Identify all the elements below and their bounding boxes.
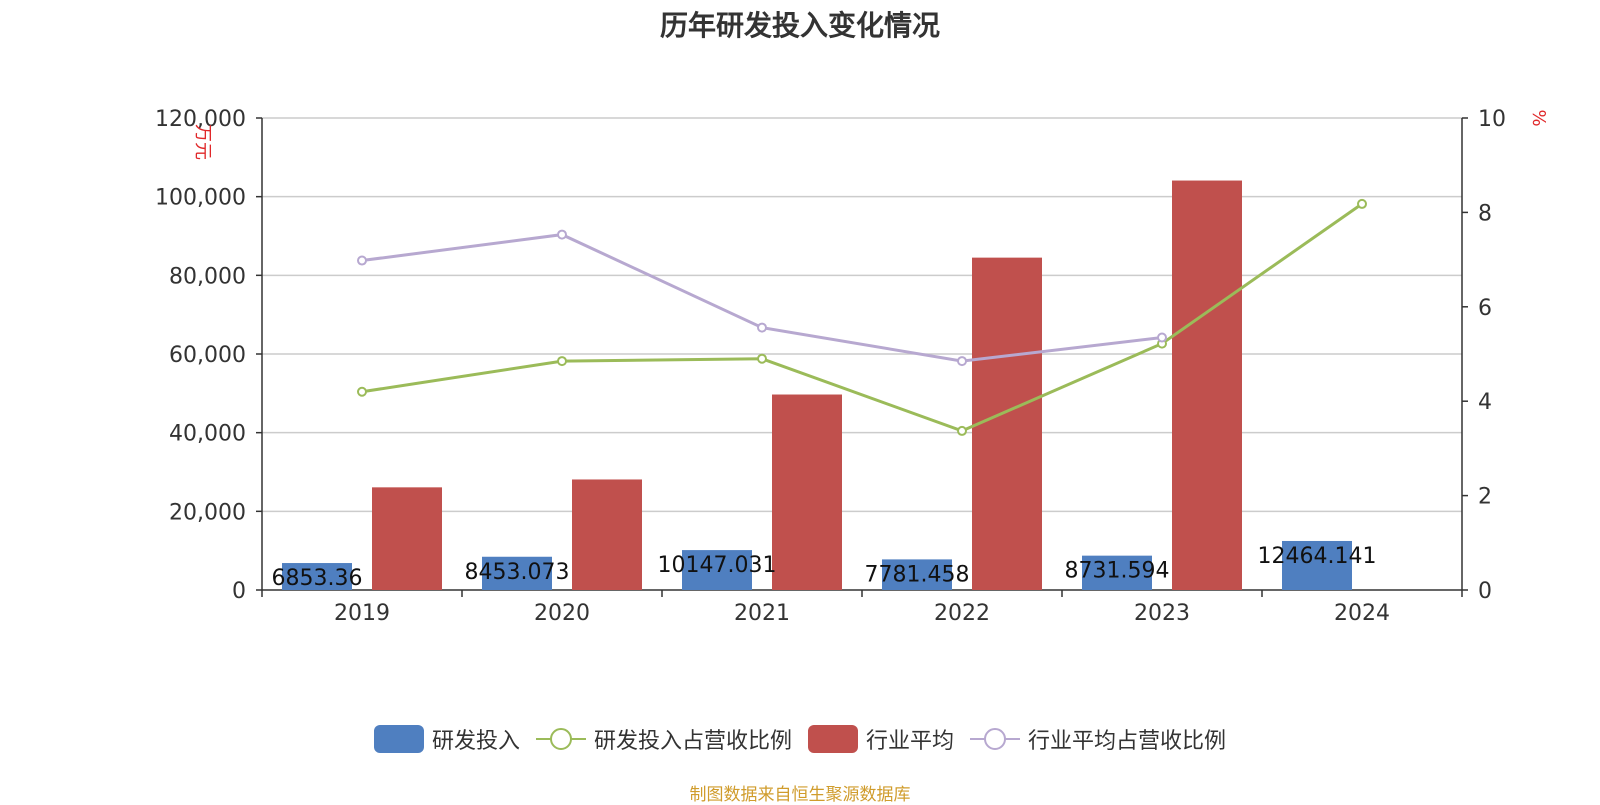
x-tick-label: 2019 bbox=[334, 601, 390, 626]
left-tick-label: 0 bbox=[232, 579, 246, 604]
industry-ratio-point bbox=[557, 229, 567, 240]
x-tick-label: 2020 bbox=[534, 601, 590, 626]
industry-average-bar bbox=[772, 394, 842, 590]
rd-ratio-point bbox=[557, 356, 567, 367]
rd-investment-bar bbox=[282, 563, 352, 590]
left-tick-label: 60,000 bbox=[169, 343, 246, 368]
industry-ratio-point bbox=[957, 356, 967, 367]
legend-label: 研发投入占营收比例 bbox=[593, 729, 792, 754]
industry-ratio-point bbox=[757, 322, 767, 333]
right-tick-label: 4 bbox=[1478, 390, 1492, 415]
legend-bar-swatch bbox=[808, 725, 858, 753]
industry-ratio-point bbox=[357, 255, 367, 266]
data-labels: 6853.36 8453.073 10147.031 7781.458 8731.594… bbox=[272, 544, 1377, 591]
axes: 0 20,000 40,000 60,000 80,000 100,000 120,000 0… bbox=[155, 107, 1506, 626]
bar-value-label: 8731.594 bbox=[1065, 559, 1170, 584]
x-tick-label: 2021 bbox=[734, 601, 790, 626]
x-tick-label: 2022 bbox=[934, 601, 990, 626]
legend-label: 研发投入 bbox=[431, 729, 520, 754]
bar-value-label: 10147.031 bbox=[658, 553, 777, 578]
rd-investment-bar bbox=[482, 556, 552, 590]
rd-investment-bar bbox=[882, 559, 952, 590]
right-axis-unit: % bbox=[1528, 109, 1549, 126]
left-tick-label: 120,000 bbox=[155, 107, 246, 132]
chart-title: 历年研发投入变化情况 bbox=[659, 9, 940, 42]
rd-investment-bar bbox=[1082, 555, 1152, 590]
right-tick-label: 2 bbox=[1478, 485, 1492, 510]
bar-value-label: 7781.458 bbox=[865, 562, 970, 587]
bar-value-label: 8453.073 bbox=[465, 560, 570, 585]
legend-item[interactable]: 行业平均 bbox=[808, 723, 954, 755]
rd-ratio-point bbox=[957, 425, 967, 436]
industry-average-bar bbox=[972, 257, 1042, 590]
bar-value-label: 12464.141 bbox=[1258, 544, 1377, 569]
industry-average-bar bbox=[1172, 180, 1242, 591]
legend-line-swatch bbox=[970, 728, 1021, 750]
legend-line-swatch bbox=[535, 728, 586, 750]
lines bbox=[357, 198, 1367, 436]
left-axis-unit: 万元 bbox=[192, 124, 213, 160]
left-tick-label: 100,000 bbox=[155, 186, 246, 211]
legend-item[interactable]: 研发投入 bbox=[373, 723, 520, 755]
right-tick-label: 10 bbox=[1478, 107, 1506, 132]
left-tick-label: 40,000 bbox=[169, 422, 246, 447]
rd-ratio-point bbox=[757, 353, 767, 364]
right-tick-label: 0 bbox=[1478, 579, 1492, 604]
rd-ratio-line bbox=[361, 202, 1363, 433]
right-tick-label: 6 bbox=[1478, 296, 1492, 321]
source-note: 制图数据来自恒生聚源数据库 bbox=[689, 785, 911, 805]
rd-ratio-point bbox=[1357, 198, 1367, 209]
industry-ratio-point bbox=[1157, 332, 1167, 343]
industry-average-bar bbox=[572, 479, 642, 590]
legend-item[interactable]: 行业平均占营收比例 bbox=[970, 723, 1226, 755]
grid-lines bbox=[262, 117, 1462, 513]
legend-label: 行业平均 bbox=[866, 729, 955, 754]
right-tick-label: 8 bbox=[1478, 201, 1492, 226]
bars bbox=[282, 180, 1352, 591]
industry-average-bar bbox=[372, 487, 442, 590]
rd-ratio-point bbox=[357, 386, 367, 397]
left-tick-label: 20,000 bbox=[169, 500, 246, 525]
x-tick-label: 2024 bbox=[1334, 601, 1390, 626]
bar-value-label: 6853.36 bbox=[272, 566, 363, 591]
x-tick-label: 2023 bbox=[1134, 601, 1190, 626]
legend-item[interactable]: 研发投入占营收比例 bbox=[535, 723, 792, 755]
legend-bar-swatch bbox=[373, 725, 424, 753]
legend-label: 行业平均占营收比例 bbox=[1028, 729, 1227, 754]
legend: 研发投入 研发投入占营收比例 行业平均 行业平均占营收比例 bbox=[0, 722, 1600, 756]
rd-investment-bar bbox=[1282, 540, 1352, 590]
left-tick-label: 80,000 bbox=[169, 264, 246, 289]
rd-investment-bar bbox=[682, 550, 752, 590]
